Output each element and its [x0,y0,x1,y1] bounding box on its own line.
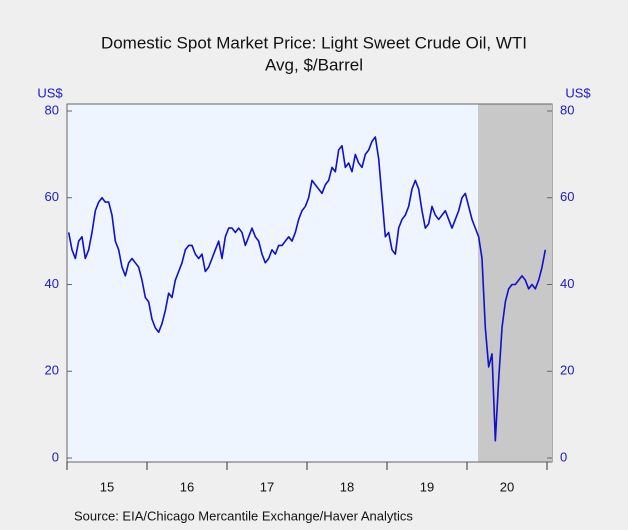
y-tick-label: 40 [45,276,59,291]
y-tick-label: 20 [560,363,574,378]
x-tick-label: 19 [420,479,434,494]
y-unit-right: US$ [565,85,591,100]
recession-shading [478,104,552,462]
y-tick-label: 60 [45,189,59,204]
x-tick-label: 15 [100,479,114,494]
y-tick-label: 0 [560,449,567,464]
chart-title: Avg, $/Barrel [265,55,363,74]
y-tick-label: 60 [560,189,574,204]
y-tick-label: 40 [560,276,574,291]
x-tick-label: 16 [180,479,194,494]
y-tick-label: 80 [45,102,59,117]
chart-title: Domestic Spot Market Price: Light Sweet … [101,33,527,52]
x-tick-label: 17 [260,479,274,494]
source-note: Source: EIA/Chicago Mercantile Exchange/… [74,508,413,523]
x-tick-label: 18 [340,479,354,494]
y-tick-label: 80 [560,102,574,117]
price-line [67,136,547,442]
plot-area [66,103,553,463]
y-tick-label: 20 [45,363,59,378]
y-unit-left: US$ [37,85,63,100]
x-tick-label: 20 [500,479,514,494]
y-tick-label: 0 [52,449,59,464]
